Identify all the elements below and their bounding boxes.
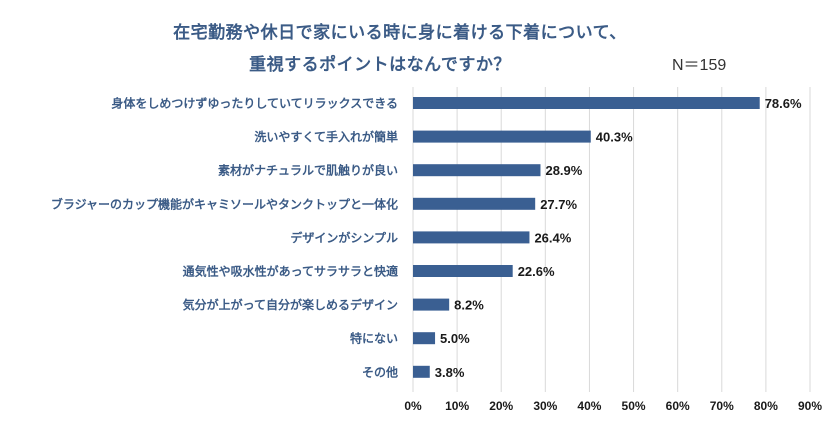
x-tick-label: 90% [798,399,822,413]
category-labels: 身体をしめつけずゆったりしていてリラックスできる洗いやすくて手入れが簡単素材がナ… [51,96,398,380]
value-label: 78.6% [765,96,802,111]
category-label: 素材がナチュラルで肌触りが良い [218,163,398,178]
value-label: 27.7% [540,197,577,212]
x-tick-label: 50% [622,399,646,413]
x-tick-label: 70% [710,399,734,413]
x-tick-label: 40% [577,399,601,413]
bars [413,97,760,378]
bar [413,332,436,345]
bar [413,298,450,311]
bar [413,97,760,109]
value-label: 8.2% [454,298,484,313]
category-label: 特にない [350,331,398,346]
bar [413,365,430,378]
x-axis-tick-labels: 0% 10% 20% 30% 40% 50% 60% 70% 80% 90% [404,399,822,413]
chart-title-line-1: 在宅勤務や休日で家にいる時に身に着ける下着について、 [173,23,627,43]
value-labels: 78.6% 40.3% 28.9% 27.7% 26.4% 22.6% 8.2% 5.0% 3.… [435,96,802,380]
value-label: 22.6% [518,264,555,279]
category-label: その他 [362,364,398,379]
category-label: 身体をしめつけずゆったりしていてリラックスできる [111,96,398,111]
chart-title-line-2: 重視するポイントはなんですか？ [249,55,511,75]
x-tick-label: 20% [489,399,513,413]
value-label: 28.9% [545,163,582,178]
bar [413,265,513,277]
bar [413,130,591,143]
category-label: 通気性や吸水性があってサラサラと快適 [183,264,398,279]
x-tick-label: 10% [445,399,469,413]
value-label: 40.3% [596,130,633,145]
bar [413,231,530,244]
value-label: 3.8% [435,365,465,380]
x-tick-label: 30% [533,399,557,413]
bar [413,197,536,210]
category-label: ブラジャーのカップ機能がキャミソールやタンクトップと一体化 [51,196,398,211]
x-tick-label: 80% [754,399,778,413]
category-label: 洗いやすくて手入れが簡単 [254,129,398,144]
sample-size-label: N＝159 [672,57,727,74]
value-label: 26.4% [534,230,571,245]
value-label: 5.0% [440,331,470,346]
category-label: デザインがシンプル [290,230,398,245]
x-tick-label: 60% [666,399,690,413]
x-tick-label: 0% [404,399,422,413]
bar [413,164,541,177]
category-label: 気分が上がって自分が楽しめるデザイン [183,297,398,312]
